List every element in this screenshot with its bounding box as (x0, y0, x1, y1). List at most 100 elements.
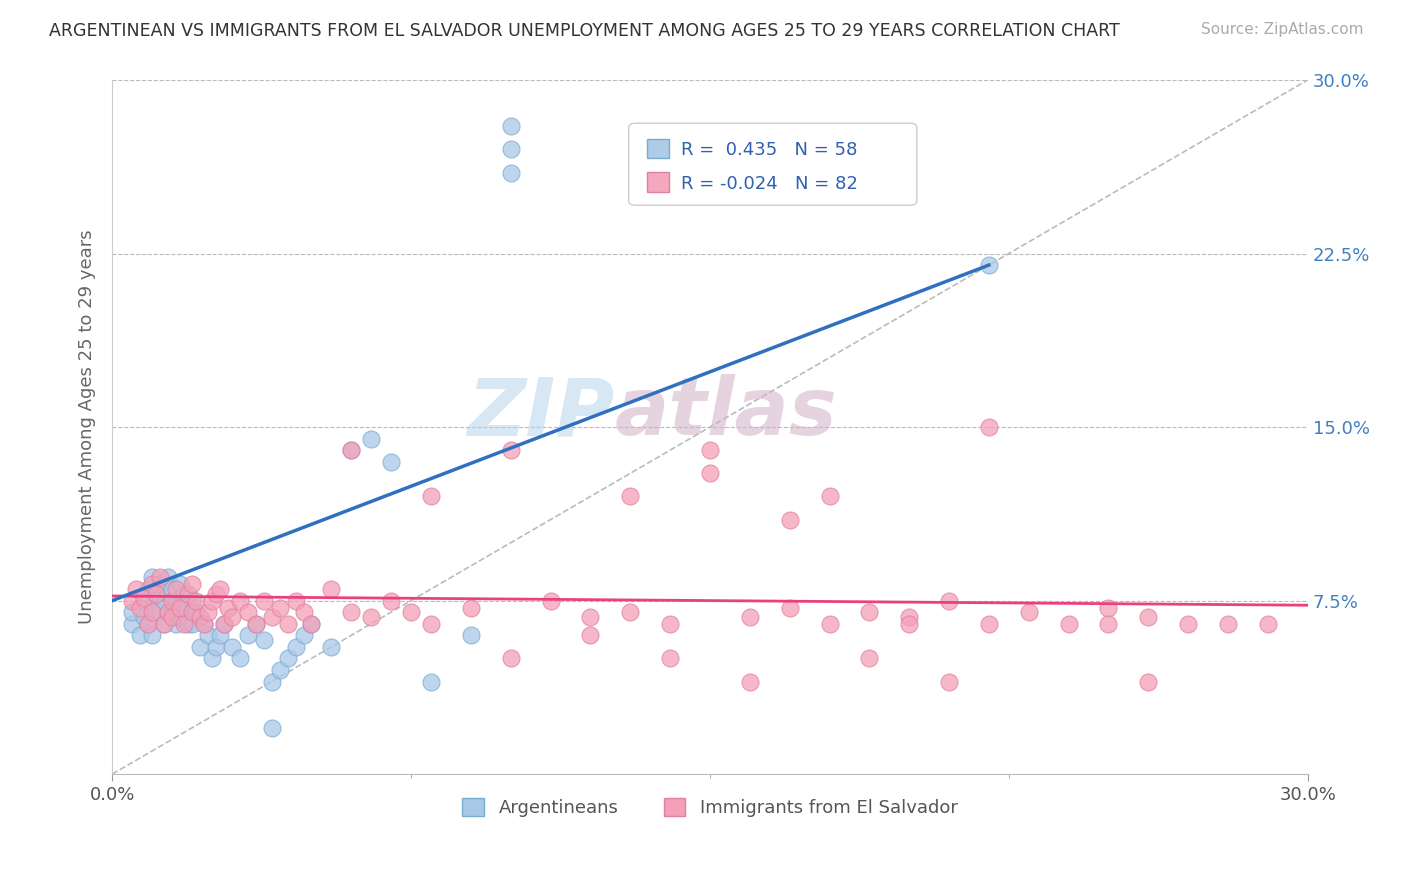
Point (197, 628, 219, 642)
Point (197, 605, 219, 619)
Point (134, 593, 156, 607)
Point (165, 616, 187, 631)
Point (699, 443, 721, 458)
Point (181, 577, 204, 591)
Point (136, 616, 159, 631)
Point (245, 616, 267, 631)
Point (699, 467, 721, 481)
Point (301, 616, 323, 631)
Point (858, 651, 880, 665)
Point (858, 605, 880, 619)
Point (145, 587, 167, 601)
Point (499, 165, 522, 179)
Point (145, 587, 167, 601)
Point (340, 605, 363, 619)
Point (173, 616, 195, 631)
Point (160, 609, 183, 624)
Point (184, 593, 207, 607)
Point (157, 605, 180, 619)
Point (173, 600, 195, 615)
Point (165, 582, 187, 596)
Point (141, 577, 163, 591)
Point (188, 640, 211, 654)
Point (181, 605, 204, 619)
Point (269, 663, 291, 677)
Point (738, 674, 761, 689)
Point (141, 570, 163, 584)
Point (121, 593, 143, 607)
Text: atlas: atlas (614, 374, 837, 452)
Point (460, 628, 482, 642)
Point (121, 616, 143, 631)
Point (177, 587, 200, 601)
Point (181, 593, 204, 607)
Point (1216, 616, 1239, 631)
Point (153, 593, 176, 607)
Legend: Argentineans, Immigrants from El Salvador: Argentineans, Immigrants from El Salvado… (456, 790, 965, 824)
Point (269, 600, 291, 615)
Point (579, 609, 602, 624)
Point (898, 616, 921, 631)
Point (659, 616, 682, 631)
Point (236, 628, 259, 642)
Point (420, 674, 443, 689)
Text: ZIP: ZIP (467, 374, 614, 452)
Point (141, 600, 163, 615)
Point (340, 443, 363, 458)
Point (977, 420, 1000, 434)
Point (160, 582, 183, 596)
Point (129, 628, 152, 642)
Point (301, 616, 323, 631)
Point (619, 605, 641, 619)
Point (208, 628, 231, 642)
Point (165, 593, 187, 607)
Point (360, 432, 382, 446)
Point (221, 640, 243, 654)
Point (277, 651, 299, 665)
Point (399, 605, 422, 619)
Point (201, 651, 224, 665)
Point (149, 577, 172, 591)
Point (659, 651, 682, 665)
Point (938, 674, 960, 689)
Point (380, 593, 402, 607)
Point (818, 616, 841, 631)
Point (217, 600, 239, 615)
Point (173, 587, 195, 601)
Point (977, 258, 1000, 272)
Point (321, 582, 343, 596)
Point (121, 605, 143, 619)
Text: Source: ZipAtlas.com: Source: ZipAtlas.com (1201, 22, 1364, 37)
Point (229, 651, 252, 665)
Point (1097, 600, 1119, 615)
Text: R = -0.024   N = 82: R = -0.024 N = 82 (681, 175, 858, 193)
Point (177, 616, 200, 631)
Y-axis label: Unemployment Among Ages 25 to 29 years: Unemployment Among Ages 25 to 29 years (79, 230, 96, 624)
Point (1018, 605, 1040, 619)
Point (460, 600, 482, 615)
Point (193, 616, 215, 631)
Point (738, 609, 761, 624)
Point (1137, 674, 1160, 689)
Point (1097, 616, 1119, 631)
Point (136, 582, 159, 596)
Point (205, 640, 228, 654)
Point (229, 593, 252, 607)
Point (260, 609, 283, 624)
Point (1177, 616, 1199, 631)
Point (153, 616, 176, 631)
Point (1137, 609, 1160, 624)
Point (619, 490, 641, 504)
Point (221, 609, 243, 624)
Point (340, 443, 363, 458)
Point (380, 455, 402, 469)
Point (321, 640, 343, 654)
Point (184, 605, 207, 619)
Point (292, 628, 315, 642)
Point (499, 651, 522, 665)
Point (193, 616, 215, 631)
Point (779, 513, 801, 527)
Point (277, 616, 299, 631)
Point (420, 616, 443, 631)
Point (499, 142, 522, 156)
